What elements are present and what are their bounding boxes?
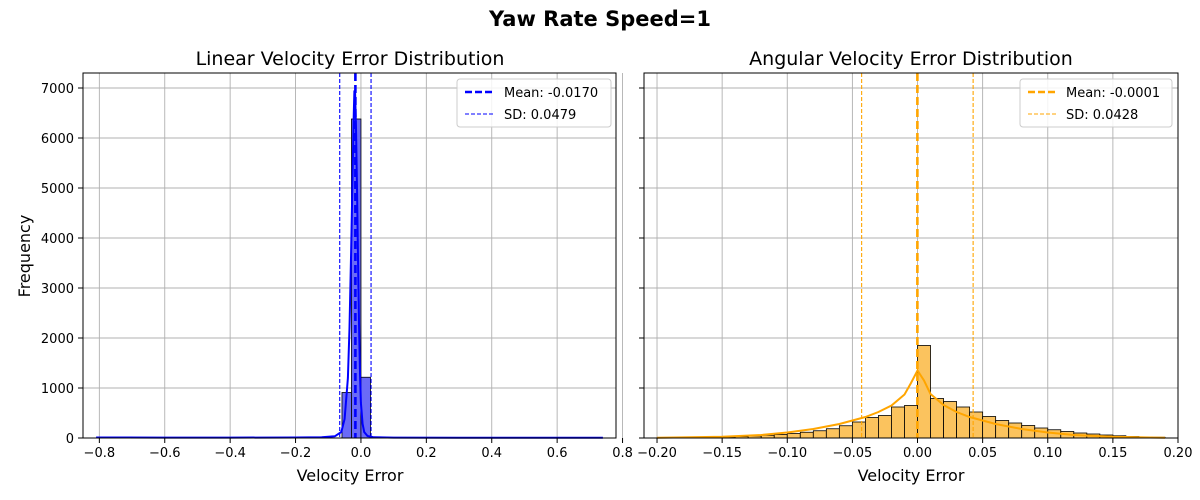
angular-velocity-panel: Angular Velocity Error Distribution Velo… xyxy=(637,48,1192,485)
histogram-bar xyxy=(786,433,801,439)
axes-frame xyxy=(643,72,1179,439)
y-tick-label: 6000 xyxy=(41,132,74,147)
histogram-bar xyxy=(982,416,997,439)
x-tick-label: −0.2 xyxy=(280,446,312,461)
x-tick-label: −0.20 xyxy=(637,446,677,461)
kde-curve-linear xyxy=(96,90,603,439)
x-tick-label: 0.00 xyxy=(903,446,932,461)
histogram-bar xyxy=(865,417,879,439)
kde-line xyxy=(96,90,603,439)
histogram-bar xyxy=(891,406,905,439)
x-tick-label: −0.15 xyxy=(702,446,742,461)
x-tick-label: 0.0 xyxy=(351,446,372,461)
x-tick-label: 0.8 xyxy=(612,446,633,461)
x-tick-label: 0.4 xyxy=(481,446,502,461)
linear-velocity-panel: Linear Velocity Error Distribution Veloc… xyxy=(15,48,633,485)
histogram-bar xyxy=(904,405,918,439)
histogram-bars-angular xyxy=(656,345,1166,439)
mean-sd-lines-angular xyxy=(861,73,974,438)
histogram-bar xyxy=(1008,422,1023,439)
legend-mean-label: Mean: -0.0170 xyxy=(504,86,598,101)
y-tick-label: 3000 xyxy=(41,282,74,297)
histogram-bar xyxy=(851,421,866,439)
x-tick-label: 0.2 xyxy=(416,446,437,461)
x-tick-label: 0.10 xyxy=(1033,446,1062,461)
chart-title-angular: Angular Velocity Error Distribution xyxy=(749,48,1073,70)
y-tick-label: 7000 xyxy=(41,82,74,97)
y-tick-label: 1000 xyxy=(41,382,74,397)
x-tick-label: −0.8 xyxy=(84,446,116,461)
x-tick-label: −0.10 xyxy=(767,446,807,461)
x-tick-label: −0.05 xyxy=(832,446,872,461)
histogram-bar xyxy=(956,406,971,439)
histogram-bar xyxy=(878,415,892,439)
figure-suptitle: Yaw Rate Speed=1 xyxy=(488,7,711,31)
kde-line xyxy=(656,368,1166,439)
axes-frame xyxy=(82,72,617,439)
axes-frame-angular xyxy=(643,72,1179,439)
ticks-angular: −0.20 −0.15 −0.10 −0.05 0.00 0.05 0.10 0.15 0.20 xyxy=(637,87,1193,461)
ticks-linear: −0.8 −0.6 −0.4 −0.2 0.0 0.2 0.4 0.6 0.8 0 1000 2000… xyxy=(41,82,633,461)
histogram-bar xyxy=(773,434,788,439)
histogram-bar xyxy=(799,431,814,439)
histogram-bar xyxy=(1021,425,1036,439)
x-tick-label: 0.6 xyxy=(547,446,568,461)
kde-curve-angular xyxy=(656,368,1166,439)
histogram-bar xyxy=(969,411,984,439)
legend-sd-label: SD: 0.0479 xyxy=(504,108,576,123)
axes-frame-linear xyxy=(82,72,617,439)
x-tick-label: 0.20 xyxy=(1164,446,1193,461)
histogram-bar xyxy=(360,376,371,439)
legend-angular: Mean: -0.0001 SD: 0.0428 xyxy=(1019,78,1173,128)
legend-sd-label: SD: 0.0428 xyxy=(1066,108,1138,123)
histogram-bar xyxy=(812,430,827,439)
histogram-bar xyxy=(838,425,853,439)
legend-linear: Mean: -0.0170 SD: 0.0479 xyxy=(456,78,612,128)
y-tick-label: 0 xyxy=(66,432,74,447)
mean-sd-lines-linear xyxy=(339,73,372,438)
chart-title-linear: Linear Velocity Error Distribution xyxy=(196,48,505,70)
x-axis-label-linear: Velocity Error xyxy=(297,466,404,485)
histogram-bar xyxy=(995,420,1010,439)
x-tick-label: 0.05 xyxy=(968,446,997,461)
y-axis-label: Frequency xyxy=(15,215,34,298)
x-axis-label-angular: Velocity Error xyxy=(858,466,965,485)
x-tick-label: −0.6 xyxy=(149,446,181,461)
y-tick-label: 4000 xyxy=(41,232,74,247)
legend-box xyxy=(1019,78,1173,128)
x-tick-label: 0.15 xyxy=(1098,446,1127,461)
y-tick-label: 2000 xyxy=(41,332,74,347)
histogram-bar xyxy=(825,428,840,439)
y-tick-label: 5000 xyxy=(41,182,74,197)
x-tick-label: −0.4 xyxy=(214,446,246,461)
legend-mean-label: Mean: -0.0001 xyxy=(1066,86,1160,101)
legend-box xyxy=(456,78,612,128)
